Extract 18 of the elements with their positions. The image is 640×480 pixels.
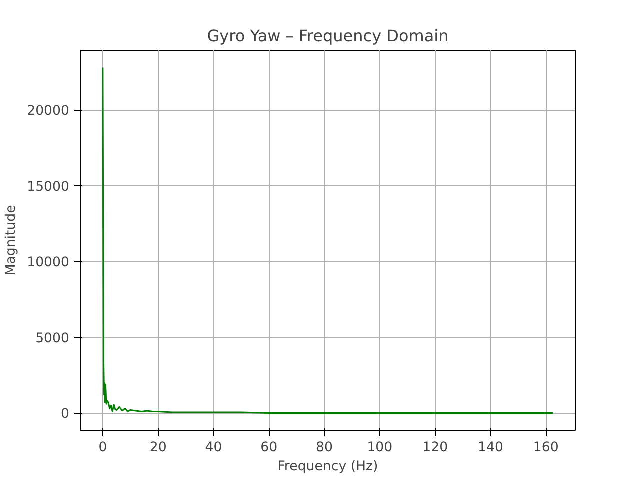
y-tick-label: 10000 bbox=[27, 256, 70, 271]
y-axis-title: Magnitude bbox=[4, 205, 20, 276]
line-series bbox=[102, 67, 554, 414]
x-tick-label: 120 bbox=[422, 440, 448, 456]
x-tick-label: 140 bbox=[478, 440, 504, 456]
y-tick-label: 0 bbox=[61, 407, 70, 422]
x-tick-label: 160 bbox=[533, 440, 559, 456]
y-tick-label: 5000 bbox=[36, 331, 70, 346]
chart-title: Gyro Yaw – Frequency Domain bbox=[207, 26, 449, 46]
x-tick-label: 0 bbox=[98, 440, 108, 456]
y-tick-label: 15000 bbox=[27, 180, 70, 195]
x-tick-label: 20 bbox=[150, 440, 167, 456]
x-axis-title: Frequency (Hz) bbox=[278, 460, 378, 474]
x-tick-label: 40 bbox=[205, 440, 222, 456]
x-tick-label: 60 bbox=[260, 440, 278, 456]
y-tick-label: 20000 bbox=[27, 104, 70, 120]
x-tick-label: 100 bbox=[367, 440, 393, 456]
x-tick-label: 80 bbox=[316, 440, 334, 456]
